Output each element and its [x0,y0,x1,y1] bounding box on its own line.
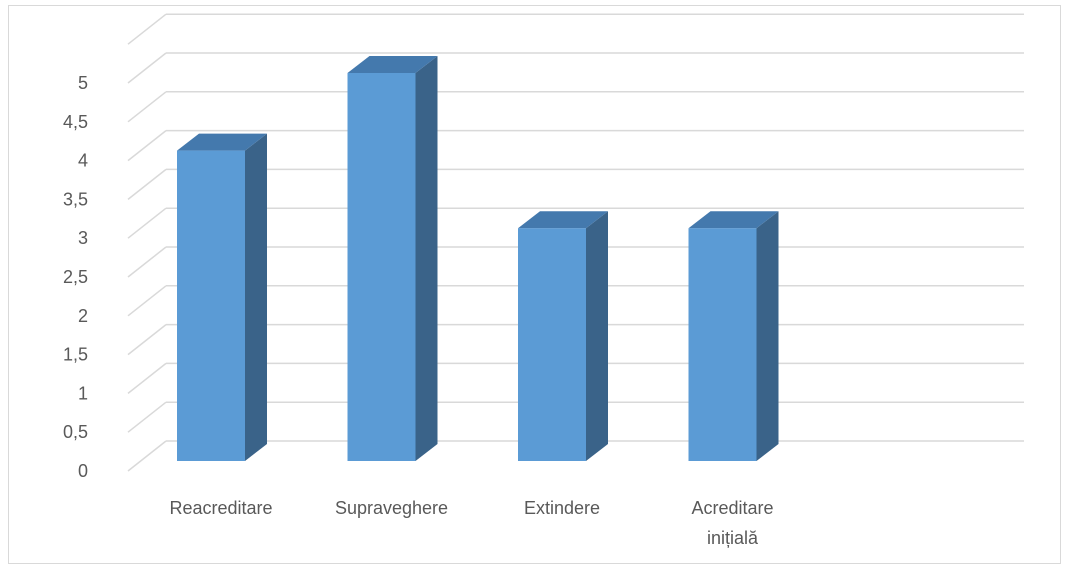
y-tick-label: 3,5 [63,189,88,209]
y-tick-label: 3 [78,228,88,248]
gridline-diagonal [127,91,167,123]
bar [518,211,608,461]
y-tick-label: 1 [78,383,88,403]
x-tick-label: Reacreditare [169,498,272,518]
gridline-diagonal [127,324,167,356]
bar-side-face [245,133,267,461]
y-tick-label: 1,5 [63,345,88,365]
y-tick-label: 2 [78,306,88,326]
gridline-diagonal [127,13,167,45]
y-tick-label: 2,5 [63,267,88,287]
bars [177,56,779,461]
gridline-diagonal [127,52,167,84]
y-tick-label: 0 [78,461,88,481]
x-axis-category-labels: Reacreditare Supraveghere Extindere Acredit… [169,498,773,548]
bar-front-face [347,73,416,461]
gridline-diagonal [127,168,167,200]
x-tick-label: Extindere [524,498,600,518]
bar [177,133,267,461]
y-tick-label: 4,5 [63,112,88,132]
bar [688,211,779,461]
bar-top-face [688,211,779,229]
y-tick-label: 4 [78,151,88,171]
bar-top-face [518,211,608,229]
bar-front-face [177,150,245,461]
y-tick-label: 0,5 [63,422,88,442]
gridline-diagonal [127,130,167,162]
bar-top-face [177,133,267,151]
bar-side-face [756,211,779,461]
bar-front-face [518,228,586,461]
gridline-diagonal [127,207,167,239]
x-tick-label: Supraveghere [335,498,448,518]
x-tick-label: Acreditare inițială [691,498,773,548]
gridline-diagonal [127,362,167,394]
gridline-diagonal [127,246,167,278]
y-axis-tick-labels: 0 0,5 1 1,5 2 2,5 3 3,5 4 4,5 5 [63,73,88,481]
bar-side-face [415,56,438,461]
bar [347,56,438,461]
y-tick-label: 5 [78,73,88,93]
bar-side-face [586,211,608,461]
gridline-diagonal [127,440,167,472]
gridline-diagonal [127,401,167,433]
bar-top-face [347,56,438,73]
bar-front-face [688,228,757,461]
gridline-diagonal [127,285,167,317]
